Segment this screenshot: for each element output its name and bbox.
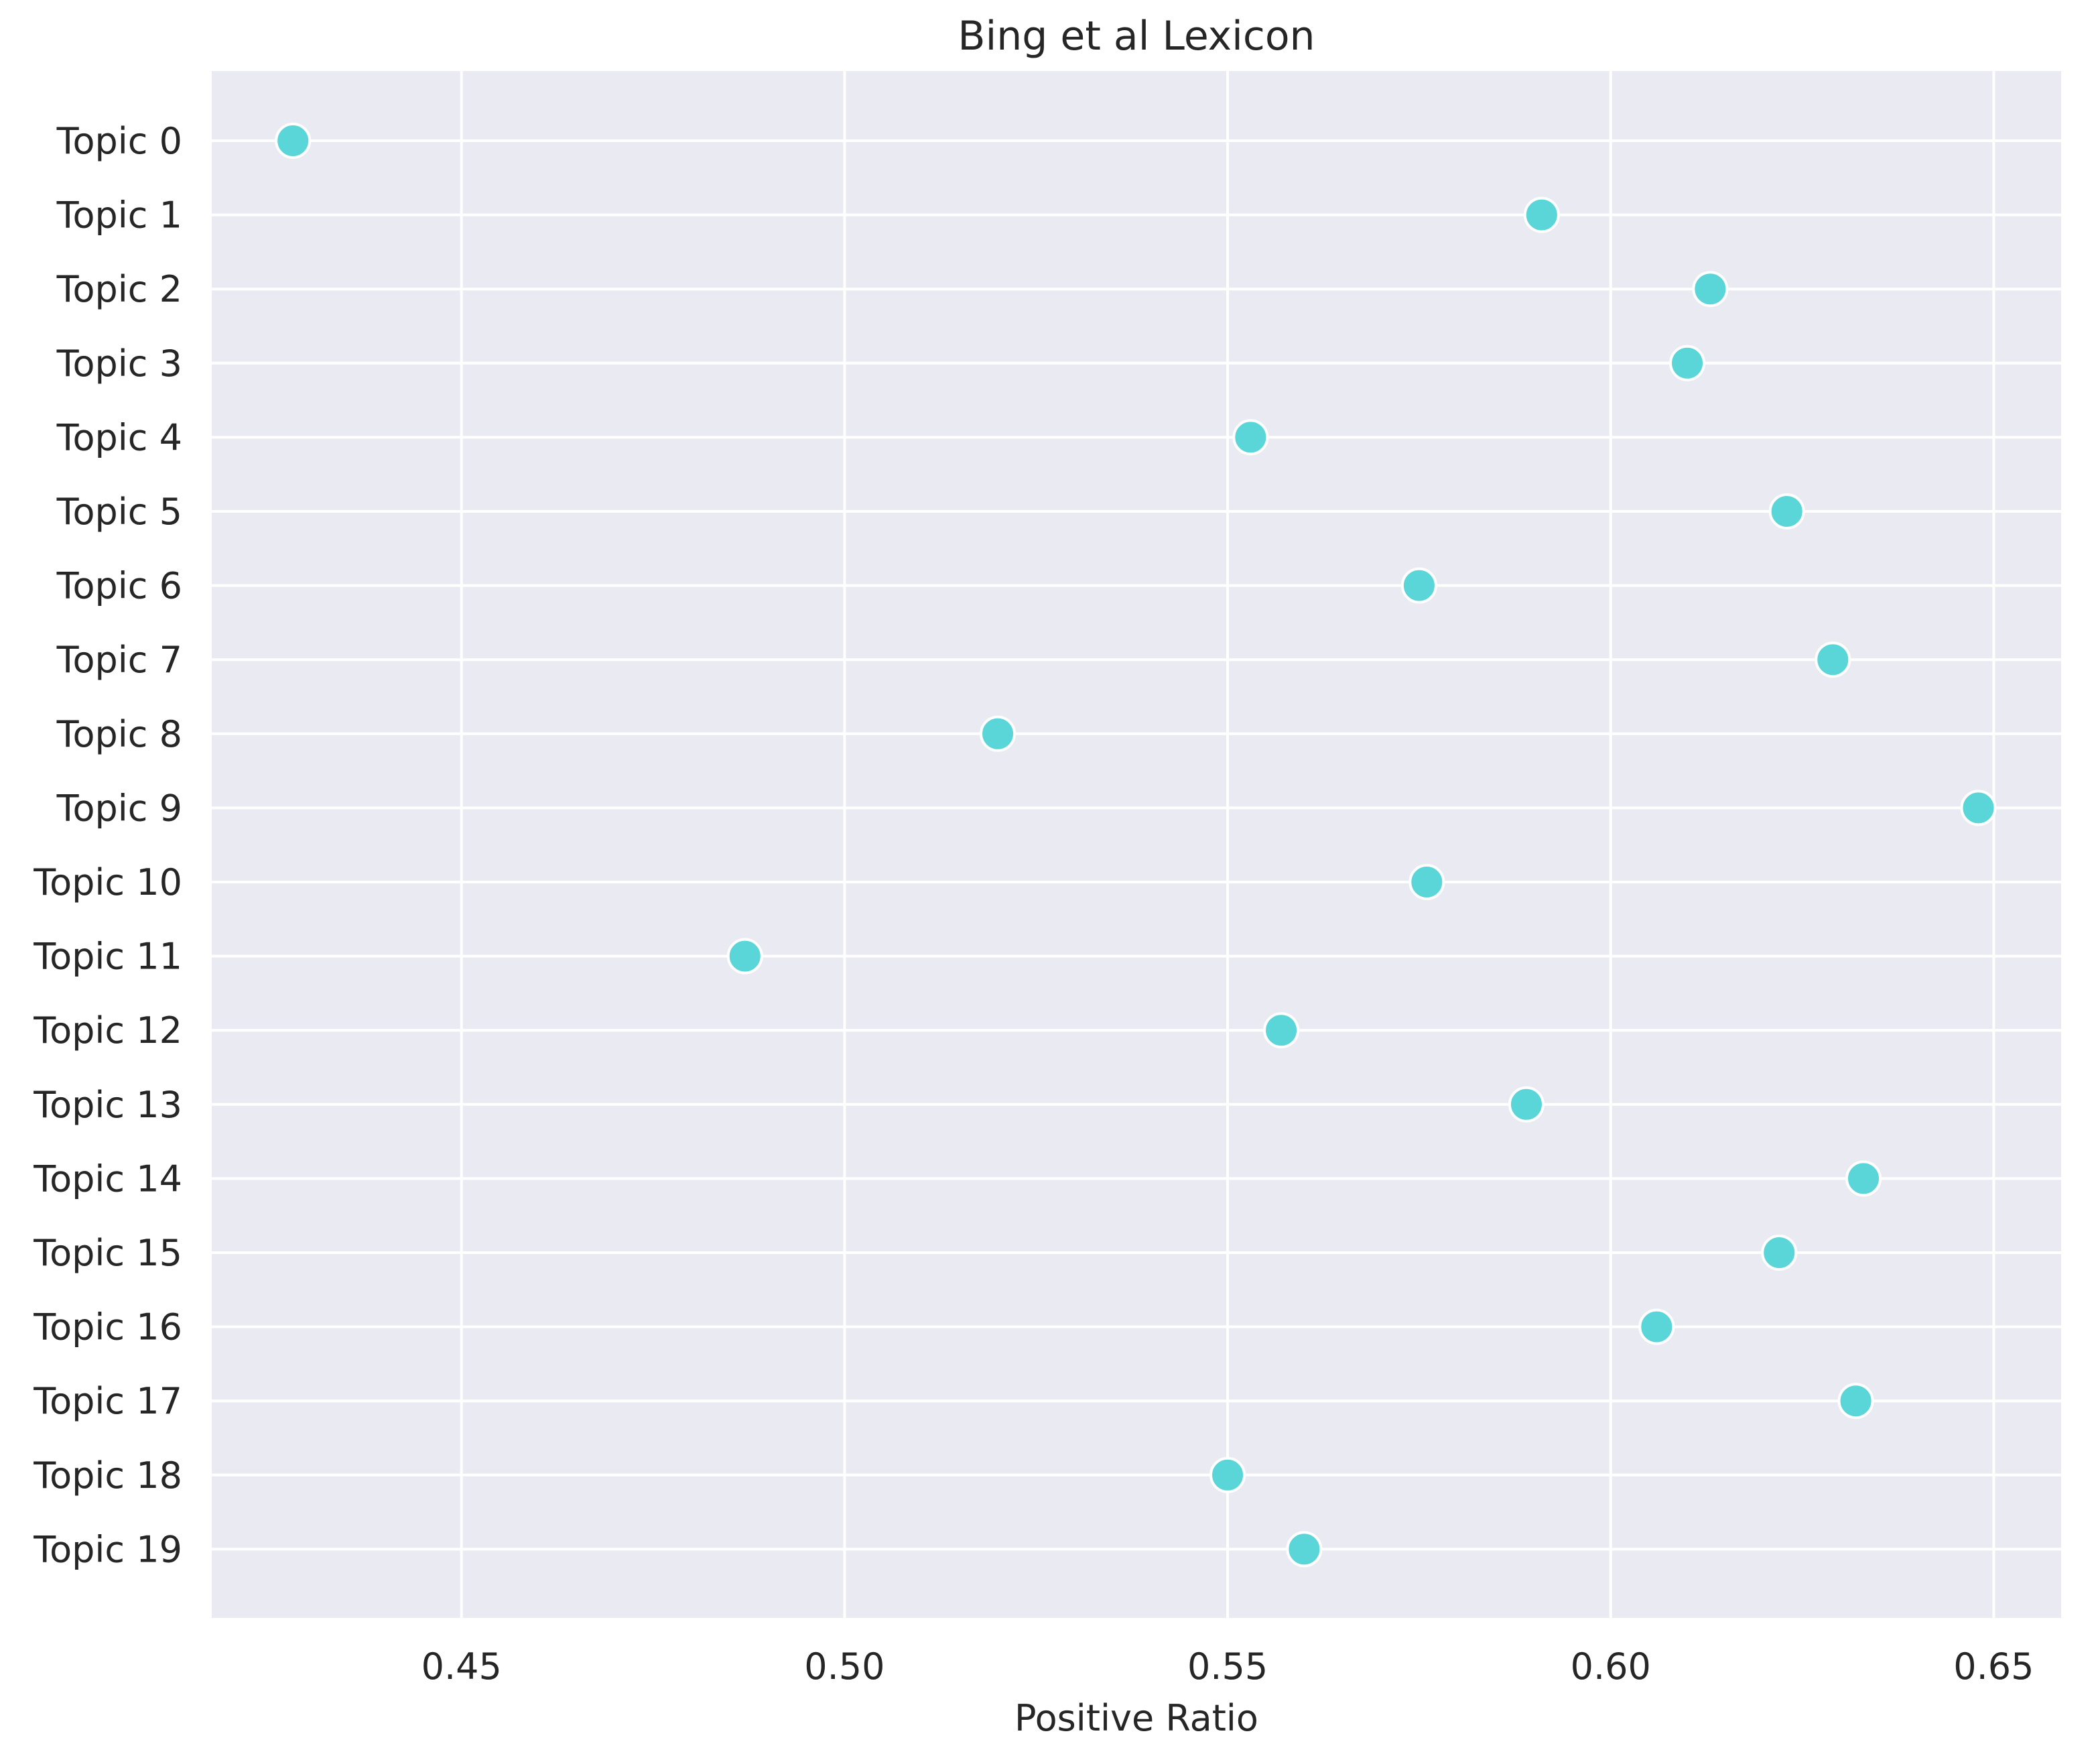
- y-tick-label: Topic 1: [56, 194, 182, 237]
- data-point: [1815, 641, 1851, 678]
- data-point: [1523, 196, 1560, 233]
- data-point: [726, 938, 763, 975]
- data-point: [1263, 1012, 1300, 1049]
- data-point: [275, 123, 312, 159]
- chart-title: Bing et al Lexicon: [958, 13, 1315, 60]
- x-tick-label: 0.65: [1953, 1645, 2034, 1688]
- y-tick-label: Topic 4: [56, 416, 182, 458]
- y-tick-label: Topic 19: [33, 1528, 182, 1570]
- y-tick-label: Topic 11: [33, 936, 182, 978]
- y-tick-label: Topic 0: [56, 120, 182, 162]
- y-tick-label: Topic 7: [56, 639, 182, 681]
- x-tick-label: 0.60: [1571, 1645, 1651, 1688]
- x-tick-label: 0.55: [1187, 1645, 1268, 1688]
- y-tick-label: Topic 12: [33, 1009, 182, 1052]
- y-tick-label: Topic 5: [56, 491, 182, 533]
- y-tick-label: Topic 18: [33, 1454, 182, 1497]
- y-tick-label: Topic 16: [33, 1306, 182, 1349]
- x-tick-label: 0.50: [804, 1645, 884, 1688]
- data-point: [1400, 567, 1437, 604]
- x-tick-label: 0.45: [421, 1645, 502, 1688]
- data-point: [1692, 271, 1729, 308]
- y-tick-labels: Topic 0 Topic 1 Topic 2 Topic 3 Topic 4 Topic…: [33, 120, 182, 1570]
- data-points: [275, 123, 1997, 1568]
- data-point: [1960, 790, 1997, 826]
- y-tick-label: Topic 3: [56, 342, 182, 385]
- plot-area: [212, 71, 2061, 1618]
- data-point: [1845, 1160, 1882, 1197]
- x-tick-labels: 0.45 0.50 0.55 0.60 0.65: [421, 1645, 2034, 1688]
- y-tick-label: Topic 2: [56, 268, 182, 310]
- data-point: [1209, 1456, 1246, 1493]
- y-tick-label: Topic 13: [33, 1084, 182, 1126]
- y-tick-label: Topic 10: [33, 861, 182, 903]
- data-point: [1761, 1235, 1798, 1271]
- data-point: [1408, 864, 1445, 900]
- data-point: [1508, 1086, 1545, 1123]
- grid: [212, 71, 2061, 1618]
- data-point: [1286, 1531, 1323, 1568]
- data-point: [1768, 493, 1805, 529]
- data-point: [1669, 344, 1706, 381]
- y-tick-label: Topic 9: [56, 787, 182, 829]
- y-tick-label: Topic 6: [56, 565, 182, 607]
- x-axis-label: Positive Ratio: [1014, 1697, 1258, 1739]
- data-point: [1837, 1383, 1874, 1420]
- data-point: [980, 715, 1016, 752]
- y-tick-label: Topic 15: [33, 1232, 182, 1274]
- y-tick-label: Topic 8: [56, 713, 182, 755]
- data-point: [1232, 419, 1269, 456]
- data-point: [1638, 1308, 1675, 1345]
- y-tick-label: Topic 14: [33, 1157, 182, 1200]
- y-tick-label: Topic 17: [33, 1380, 182, 1422]
